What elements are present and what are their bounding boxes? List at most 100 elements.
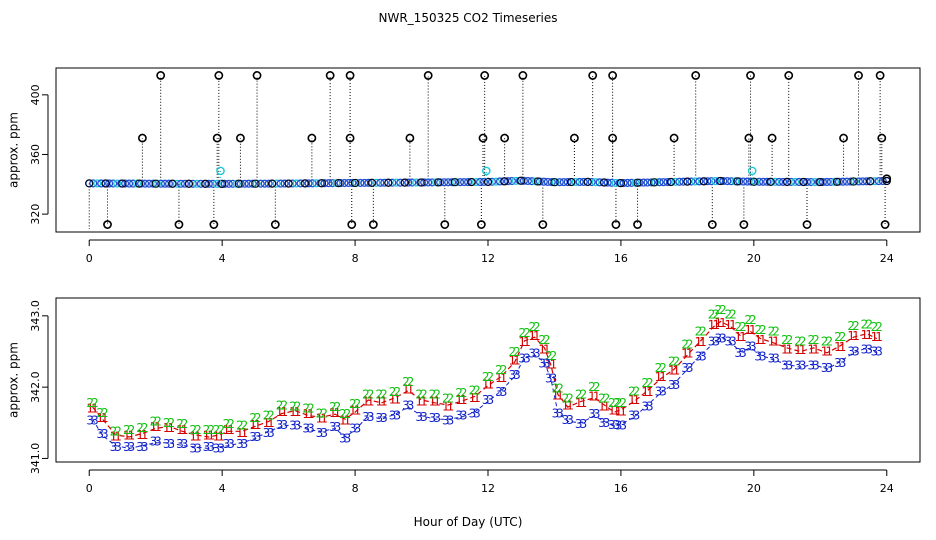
- series-3-marker: 3: [473, 407, 481, 421]
- baseline-black-point: [749, 177, 758, 186]
- blue-point: [348, 178, 357, 188]
- series-1-marker: 1: [176, 423, 184, 437]
- spike-point-mid: [744, 133, 754, 143]
- series-2-marker: 2: [708, 307, 716, 321]
- series-2-marker: 2: [699, 325, 707, 339]
- series-3-marker: 3: [167, 437, 175, 451]
- blue-point: [376, 178, 385, 187]
- series-1-marker: 1: [482, 377, 490, 391]
- baseline-black-point: [633, 178, 642, 187]
- cyan-point: [870, 177, 879, 186]
- series-3-marker: 3: [460, 409, 468, 423]
- series-2-marker: 2: [249, 411, 257, 425]
- series-2-marker: 2: [455, 386, 463, 400]
- blue-point: [639, 178, 648, 187]
- series-1-marker: 1: [603, 399, 611, 413]
- series-1-marker: 1: [375, 394, 383, 408]
- spike-point-high: [345, 71, 355, 80]
- series-3-marker: 3: [415, 410, 423, 424]
- series-2-marker: 2: [213, 423, 221, 437]
- spike-point-low: [440, 220, 450, 229]
- series-2-marker: 2: [128, 423, 136, 437]
- series-2-marker: 2: [276, 399, 284, 413]
- series-1-marker: 1: [473, 391, 481, 405]
- series-2-marker: 2: [123, 423, 131, 437]
- series-1-marker: 1: [163, 421, 171, 435]
- cyan-point: [611, 178, 620, 187]
- blue-point: [475, 177, 485, 187]
- series-2-marker: 2: [794, 335, 802, 349]
- baseline-black-point: [301, 179, 310, 188]
- series-3-marker: 3: [455, 409, 463, 423]
- series-2-marker: 2: [380, 387, 388, 401]
- series-3-marker: 3: [825, 361, 833, 375]
- series-2-marker: 2: [734, 320, 742, 334]
- series-3-marker: 3: [861, 342, 869, 356]
- baseline-black-point: [849, 177, 858, 186]
- series-2-marker: 2: [254, 411, 262, 425]
- series-3-marker: 3: [249, 430, 257, 444]
- series-3-marker: 3: [781, 359, 789, 373]
- series-2-marker: 2: [575, 387, 583, 401]
- series-3-marker: 3: [799, 359, 807, 373]
- blue-point: [176, 179, 185, 188]
- series-1-marker: 1: [276, 405, 284, 419]
- series-3-marker: 3: [194, 442, 202, 456]
- series-1-marker: 1: [86, 402, 94, 416]
- blue-point: [619, 178, 628, 188]
- blue-point: [563, 178, 572, 187]
- series-2-marker: 2: [875, 320, 883, 334]
- blue-point: [747, 177, 756, 186]
- blue-point: [156, 179, 166, 188]
- series-1-marker: 1: [729, 318, 737, 332]
- blue-point: [420, 178, 429, 187]
- bottom-x-tick-label: 0: [86, 482, 93, 495]
- top-x-tick-label: 0: [86, 252, 93, 265]
- spike-point-high: [854, 71, 863, 80]
- series-3-marker: 3: [686, 361, 694, 375]
- series-3-marker: 3: [276, 418, 284, 432]
- blue-point: [340, 178, 349, 188]
- series-3-marker: 3: [556, 407, 564, 421]
- series-1-marker: 1: [380, 394, 388, 408]
- series-3-marker: 3: [320, 426, 328, 440]
- spike-point-mid: [405, 133, 415, 143]
- blue-point: [380, 178, 389, 187]
- blue-point: [264, 179, 273, 188]
- series-3-marker: 3: [668, 378, 676, 392]
- series-1-marker: 1: [280, 405, 288, 419]
- series-2-marker: 2: [729, 307, 737, 321]
- series-1-marker: 1: [712, 318, 720, 332]
- series-1-marker: 1: [714, 316, 722, 330]
- series-2-marker: 2: [420, 387, 428, 401]
- series-2-marker: 2: [223, 417, 231, 431]
- blue-point: [89, 179, 98, 188]
- series-3-marker: 3: [603, 416, 611, 430]
- series-1-marker: 1: [101, 411, 109, 425]
- series-3-marker: 3: [598, 416, 606, 430]
- series-2-marker: 2: [460, 386, 468, 400]
- blue-point: [121, 179, 130, 188]
- series-3-marker: 3: [486, 393, 494, 407]
- series-3-marker: 3: [552, 407, 560, 421]
- series-2-marker: 2: [329, 400, 337, 414]
- spike-point-mid: [877, 133, 887, 143]
- blue-point: [448, 178, 457, 187]
- series-3-marker: 3: [289, 419, 297, 433]
- baseline-black-point: [650, 178, 659, 187]
- baseline-black-point: [683, 177, 692, 186]
- series-2-marker: 2: [375, 387, 383, 401]
- blue-point: [779, 177, 788, 186]
- blue-point: [129, 179, 138, 188]
- series-2-marker: 2: [641, 376, 649, 390]
- top-y-tick-label: 360: [29, 144, 42, 165]
- series-3-marker: 3: [562, 413, 570, 427]
- cyan-point: [372, 178, 381, 187]
- series-1-marker: 1: [659, 370, 667, 384]
- blue-point: [356, 178, 365, 187]
- series-2-marker: 2: [759, 323, 767, 337]
- series-1-marker: 1: [344, 414, 352, 428]
- baseline-black-point: [566, 177, 576, 187]
- series-2-marker: 2: [552, 382, 560, 396]
- series-1-marker: 1: [695, 335, 703, 349]
